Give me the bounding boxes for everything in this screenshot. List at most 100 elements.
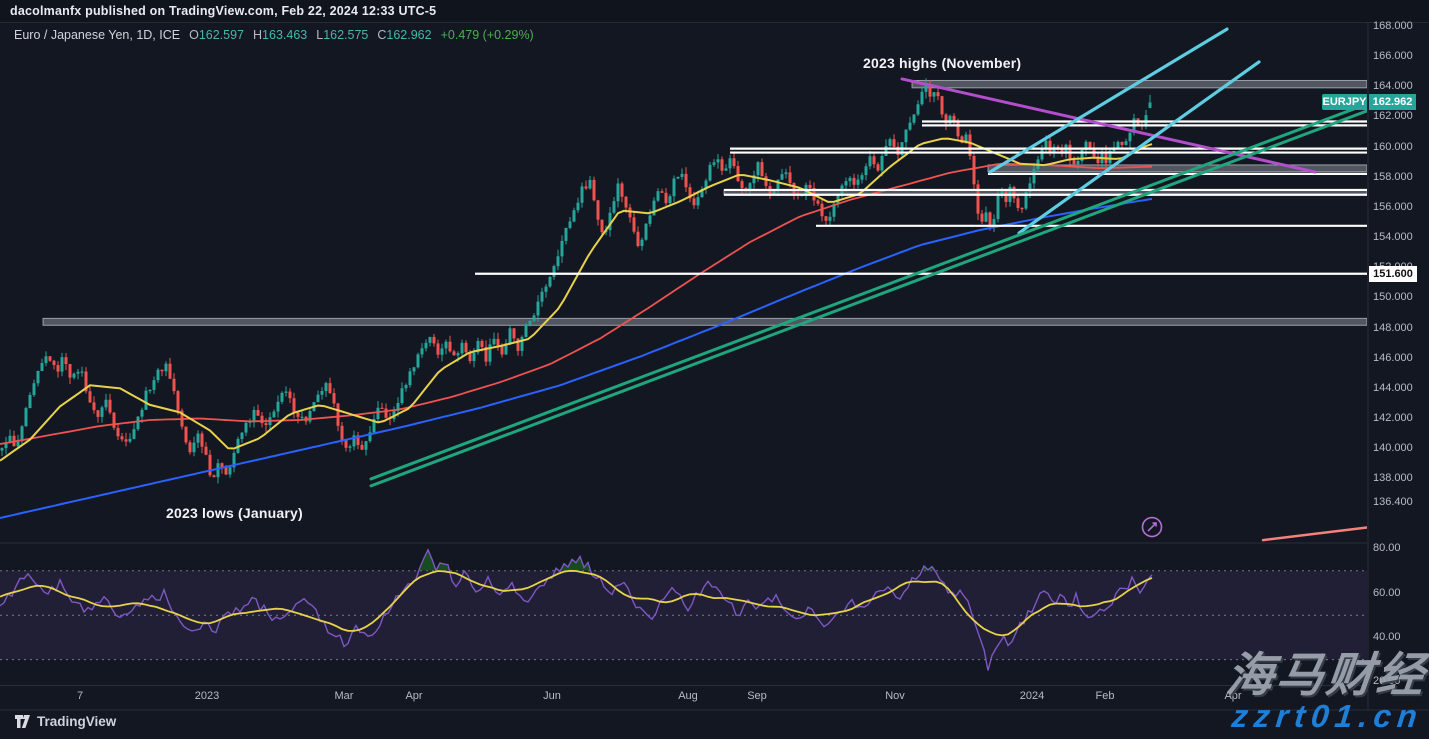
candle-body — [852, 177, 856, 185]
candle-body — [276, 401, 280, 412]
candle-body — [284, 391, 288, 393]
candle-body — [376, 407, 380, 419]
symbol-legend[interactable]: Euro / Japanese Yen, 1D, ICE O162.597 H1… — [14, 28, 534, 42]
candle-body — [708, 164, 712, 181]
candle-body — [568, 221, 572, 228]
candle-body — [672, 178, 676, 197]
candle-body — [896, 146, 900, 155]
candle-body — [348, 446, 352, 448]
candle-body — [760, 162, 764, 177]
candle-body — [332, 393, 336, 404]
candle-body — [948, 115, 952, 124]
candle-body — [660, 191, 664, 193]
moving-averages — [0, 137, 1153, 519]
candle-body — [904, 129, 908, 143]
candle-body — [72, 373, 76, 378]
last-price-chip: 162.962 — [1369, 94, 1416, 111]
candle-body — [724, 168, 728, 171]
idea-marker-icon[interactable] — [1141, 516, 1163, 538]
candle-body — [464, 342, 468, 353]
candle-body — [592, 179, 596, 201]
candle-body — [1028, 183, 1032, 192]
candle-body — [532, 315, 536, 321]
candle-body — [336, 403, 340, 426]
candle-body — [0, 448, 4, 451]
candle-body — [240, 432, 244, 439]
annotation-2023-highs[interactable]: 2023 highs (November) — [863, 55, 1022, 71]
horizontal-levels[interactable] — [475, 120, 1367, 275]
candle-body — [232, 452, 236, 468]
candle-body — [1000, 190, 1004, 196]
symbol-title: Euro / Japanese Yen, 1D, ICE — [14, 28, 181, 42]
candle-body — [188, 442, 192, 453]
candle-body — [136, 416, 140, 430]
candle-body — [748, 183, 752, 192]
cyan-shallow-trendline[interactable] — [1017, 60, 1261, 235]
candle-body — [552, 266, 556, 277]
price-tick-136.400: 136.400 — [1373, 496, 1413, 509]
zone-158.4[interactable] — [987, 164, 1367, 173]
candle-body — [704, 180, 708, 189]
candle-body — [100, 407, 104, 417]
candle-body — [300, 416, 304, 418]
candle-body — [4, 442, 8, 449]
candle-body — [960, 136, 964, 143]
candle-body — [1012, 186, 1016, 199]
candle-body — [456, 353, 460, 356]
candle-body — [608, 212, 612, 231]
candle-body — [936, 92, 940, 97]
zone-148.2[interactable] — [42, 317, 1367, 326]
cyan-steep-trendline[interactable] — [988, 27, 1229, 174]
candle-body — [828, 216, 832, 221]
candle-body — [156, 369, 160, 381]
candle-body — [20, 426, 24, 442]
candle-body — [228, 467, 232, 475]
support-resistance-zones[interactable] — [42, 79, 1367, 326]
rsi-tick-40.00: 40.00 — [1373, 630, 1401, 643]
publish-info-text: dacolmanfx published on TradingView.com,… — [10, 4, 437, 18]
candle-body — [120, 436, 124, 440]
candle-body — [784, 172, 788, 175]
candle-body — [52, 360, 56, 366]
candle-body — [912, 114, 916, 123]
candle-body — [316, 394, 320, 403]
legend-open: O162.597 — [189, 28, 245, 42]
candle-body — [404, 385, 408, 389]
price-tick-166.000: 166.000 — [1373, 50, 1413, 63]
candle-body — [1040, 148, 1044, 160]
candle-body — [496, 338, 500, 346]
candle-body — [832, 203, 836, 217]
candle-body — [372, 418, 376, 433]
candle-body — [428, 336, 432, 343]
time-tick-Aug: Aug — [678, 690, 698, 702]
candle-body — [1080, 149, 1084, 161]
candle-body — [888, 139, 892, 146]
candle-body — [920, 91, 924, 105]
candle-body — [476, 340, 480, 353]
candle-body — [116, 427, 120, 437]
candle-body — [680, 173, 684, 177]
legend-high: H163.463 — [253, 28, 308, 42]
price-tick-140.000: 140.000 — [1373, 442, 1413, 455]
price-tick-156.000: 156.000 — [1373, 200, 1413, 213]
candle-body — [452, 351, 456, 356]
candle-body — [636, 231, 640, 246]
green-channel-upper-trendline[interactable] — [369, 102, 1367, 481]
candle-body — [596, 200, 600, 220]
green-channel-lower-trendline[interactable] — [369, 109, 1367, 488]
candle-body — [848, 177, 852, 182]
watermark-chinese: 海马财经 — [1223, 648, 1429, 701]
candle-body — [956, 121, 960, 137]
candle-body — [928, 84, 932, 97]
candle-body — [624, 196, 628, 208]
time-axis[interactable] — [0, 685, 1368, 711]
candle-body — [264, 423, 268, 426]
rsi-tick-60.00: 60.00 — [1373, 586, 1401, 599]
pink-projection-trendline[interactable] — [1261, 526, 1367, 542]
candle-body — [128, 438, 132, 442]
annotation-2023-lows[interactable]: 2023 lows (January) — [166, 505, 303, 521]
trendline-drawings[interactable] — [369, 27, 1367, 542]
tradingview-brand[interactable]: TradingView — [14, 713, 116, 730]
candle-body — [208, 454, 212, 476]
